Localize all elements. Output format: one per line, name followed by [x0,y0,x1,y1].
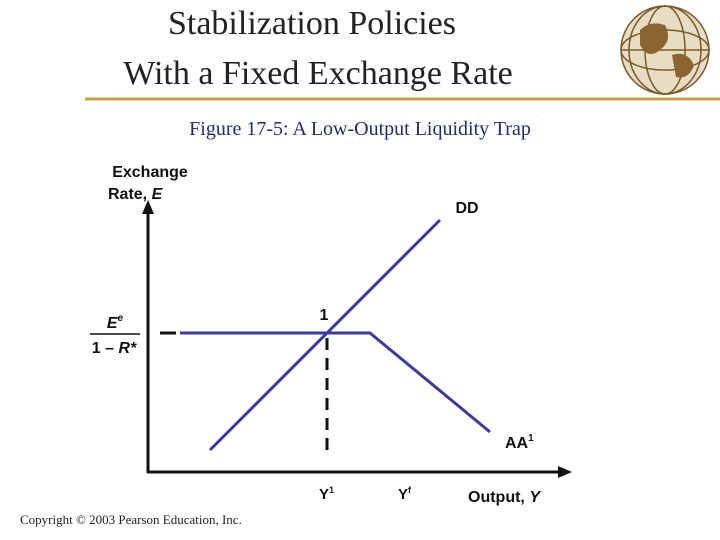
title-line: With a Fixed Exchange Rate [123,55,513,92]
x-axis-label: Output, Y [468,489,541,506]
y-axis-label: Exchange [112,164,188,181]
x-axis-label-text: Output, [468,489,529,506]
fraction-den-post: * [130,340,137,357]
x-mark-label: Yf [398,485,412,503]
fraction-numerator: Ee [107,313,124,332]
x-mark-name: Y [319,486,329,503]
aa-curve [180,331,491,434]
x-mark-sup: f [408,485,412,495]
axes [146,212,560,474]
x-mark-sup: 1 [329,485,334,495]
copyright: Copyright © 2003 Pearson Education, Inc. [20,512,242,527]
y-axis-arrow [142,200,154,214]
fraction-num-sup: e [118,313,124,324]
figure-text: : A Low-Output Liquidity Trap [283,118,531,140]
y-axis-label: Rate, E [108,186,164,203]
x-axis-arrow [558,466,572,478]
fraction-den-pre: 1 – [92,340,119,357]
aa-name: AA [505,435,529,452]
aa-sup: 1 [528,433,534,444]
fraction-num: E [107,315,119,332]
y-axis-label-text: Rate, [108,186,152,203]
y-axis-var: E [152,186,164,203]
x-mark-name: Y [398,486,408,503]
point-label: 1 [320,307,329,324]
x-mark-label: Y1 [319,485,334,503]
figure-caption: Figure 17-5: A Low-Output Liquidity Trap [189,118,531,140]
figure-number: Figure 17-5 [189,118,283,140]
fraction-denominator: 1 – R* [92,340,137,357]
title-line: Stabilization Policies [168,5,456,42]
globe-icon [620,5,710,95]
x-axis-var: Y [529,489,541,506]
fraction-den-var: R [118,340,130,357]
dd-label: DD [455,200,478,217]
aa-label: AA1 [505,433,534,452]
dd-curve [208,218,442,452]
